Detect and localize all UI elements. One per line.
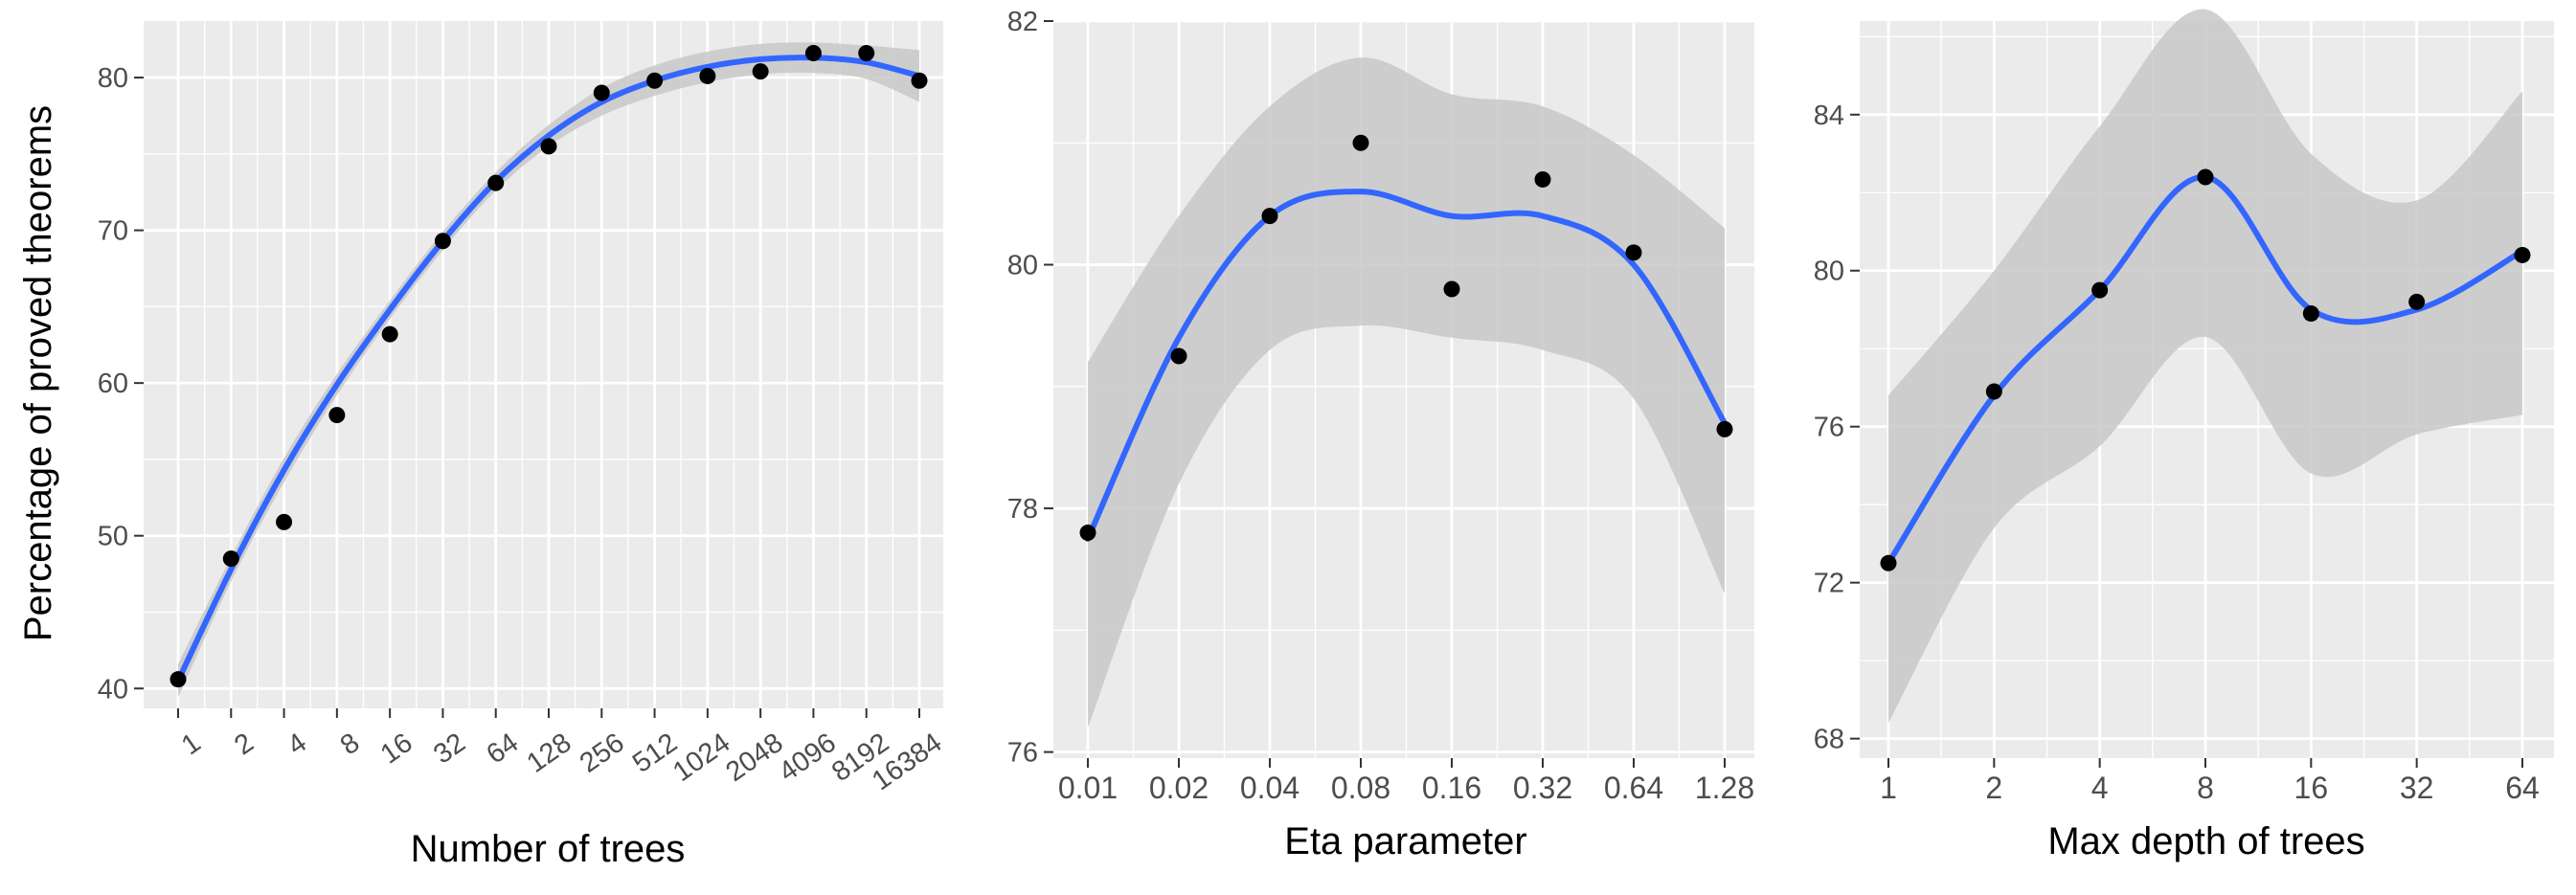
data-point bbox=[2091, 281, 2109, 299]
x-tick-label: 4 bbox=[282, 727, 312, 761]
x-axis-title: Max depth of trees bbox=[2047, 820, 2364, 862]
y-tick-label: 78 bbox=[1007, 494, 1038, 525]
x-tick-label: 0.08 bbox=[1331, 771, 1390, 805]
x-tick-label: 1.28 bbox=[1695, 771, 1754, 805]
data-point bbox=[2302, 305, 2319, 323]
y-tick-label: 60 bbox=[98, 369, 128, 399]
x-axis-title: Number of trees bbox=[411, 828, 686, 870]
smooth-line bbox=[175, 55, 922, 684]
data-point bbox=[911, 72, 928, 89]
data-point bbox=[434, 233, 451, 250]
x-tick-label: 2048 bbox=[720, 727, 788, 788]
data-point bbox=[804, 45, 822, 62]
y-tick-label: 80 bbox=[1007, 251, 1038, 281]
x-tick-label: 2 bbox=[229, 727, 260, 761]
x-tick-label: 16 bbox=[375, 727, 418, 771]
data-point bbox=[2514, 246, 2531, 263]
data-point bbox=[276, 513, 293, 530]
data-point bbox=[1443, 280, 1460, 298]
data-point bbox=[2408, 293, 2426, 310]
x-tick-label: 1 bbox=[1880, 771, 1897, 805]
x-tick-label: 256 bbox=[575, 727, 630, 779]
data-point bbox=[1625, 244, 1642, 261]
panel-background bbox=[144, 21, 943, 708]
y-tick-label: 72 bbox=[1814, 569, 1844, 599]
x-tick-label: 16 bbox=[2294, 771, 2329, 805]
x-tick-label: 0.32 bbox=[1513, 771, 1572, 805]
x-tick-label: 0.64 bbox=[1604, 771, 1663, 805]
y-tick-label: 68 bbox=[1814, 725, 1844, 755]
x-tick-label: 0.16 bbox=[1422, 771, 1481, 805]
y-tick-label: 80 bbox=[1814, 257, 1844, 287]
data-point bbox=[1261, 208, 1278, 225]
y-tick-label: 76 bbox=[1814, 413, 1844, 443]
data-point bbox=[381, 325, 398, 343]
x-tick-label: 8 bbox=[2197, 771, 2214, 805]
y-tick-label: 84 bbox=[1814, 101, 1844, 131]
data-point bbox=[222, 550, 239, 568]
panel-depth: 68 72 76 80 84 1 2 4 8 16 32 64 Max depth of trees bbox=[1814, 9, 2554, 862]
data-point bbox=[540, 138, 557, 155]
data-point bbox=[699, 67, 716, 84]
x-tick-label: 64 bbox=[481, 727, 524, 771]
data-point bbox=[1716, 420, 1733, 437]
data-point bbox=[169, 671, 187, 688]
data-point bbox=[1534, 170, 1551, 188]
x-tick-label: 32 bbox=[2400, 771, 2434, 805]
x-tick-label: 0.02 bbox=[1149, 771, 1209, 805]
data-point bbox=[2197, 168, 2214, 186]
x-tick-label: 0.01 bbox=[1058, 771, 1118, 805]
data-point bbox=[1079, 525, 1096, 542]
data-point bbox=[1880, 554, 1897, 571]
data-point bbox=[858, 45, 875, 62]
y-tick-label: 82 bbox=[1007, 7, 1038, 37]
x-tick-label: 64 bbox=[2505, 771, 2540, 805]
data-point bbox=[752, 63, 769, 80]
data-point bbox=[646, 72, 664, 89]
x-tick-label: 32 bbox=[428, 727, 471, 771]
panel-eta: 76 78 80 82 0.01 0.02 0.04 0.08 0.16 0.32 0.64 1.28… bbox=[1007, 7, 1754, 862]
data-point bbox=[487, 174, 505, 191]
data-point bbox=[328, 407, 346, 424]
smooth-line bbox=[1085, 189, 1728, 542]
data-point bbox=[1352, 134, 1369, 151]
x-tick-label: 2 bbox=[1985, 771, 2002, 805]
data-point bbox=[1985, 383, 2002, 400]
x-tick-label: 128 bbox=[521, 727, 576, 779]
confidence-ribbon bbox=[1888, 9, 2522, 724]
y-axis-title: Percentage of proved theorems bbox=[17, 105, 59, 641]
y-tick-label: 40 bbox=[98, 674, 128, 705]
data-point bbox=[593, 84, 610, 101]
x-tick-label: 4096 bbox=[774, 727, 842, 788]
x-tick-label: 1024 bbox=[667, 727, 735, 788]
x-tick-label: 8 bbox=[335, 727, 366, 761]
y-tick-label: 70 bbox=[98, 216, 128, 247]
y-tick-label: 76 bbox=[1007, 738, 1038, 769]
x-tick-label: 0.04 bbox=[1240, 771, 1299, 805]
x-axis-title: Eta parameter bbox=[1284, 820, 1526, 862]
y-tick-label: 50 bbox=[98, 522, 128, 552]
y-tick-label: 80 bbox=[98, 63, 128, 94]
data-point bbox=[1170, 347, 1187, 365]
x-tick-label: 1 bbox=[176, 727, 207, 761]
x-tick-label: 4 bbox=[2091, 771, 2109, 805]
